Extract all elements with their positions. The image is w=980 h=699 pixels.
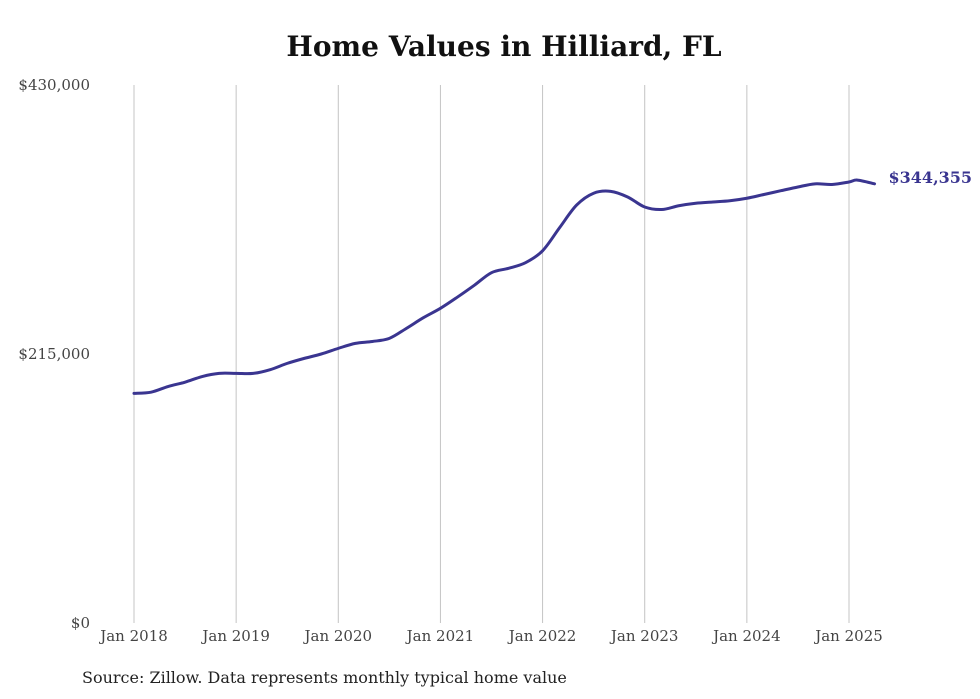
x-tick-label: Jan 2018 (98, 627, 168, 645)
x-tick-label: Jan 2020 (303, 627, 373, 645)
y-axis-ticks: $0 $215,000 $430,000 (18, 76, 90, 632)
y-tick-label: $430,000 (18, 76, 90, 94)
x-tick-label: Jan 2024 (711, 627, 781, 645)
chart-title: Home Values in Hilliard, FL (286, 30, 722, 63)
x-tick-label: Jan 2022 (507, 627, 577, 645)
x-tick-label: Jan 2025 (813, 627, 883, 645)
y-tick-label: $0 (71, 614, 90, 632)
x-tick-label: Jan 2019 (200, 627, 270, 645)
source-note: Source: Zillow. Data represents monthly … (82, 668, 567, 687)
home-value-line (132, 178, 877, 395)
x-axis-ticks: Jan 2018 Jan 2019 Jan 2020 Jan 2021 Jan 2022… (98, 627, 883, 645)
x-tick-label: Jan 2023 (609, 627, 679, 645)
gridlines (133, 85, 850, 623)
y-tick-label: $215,000 (18, 345, 90, 363)
end-value-label: $344,355 (889, 168, 973, 187)
x-tick-label: Jan 2021 (405, 627, 475, 645)
